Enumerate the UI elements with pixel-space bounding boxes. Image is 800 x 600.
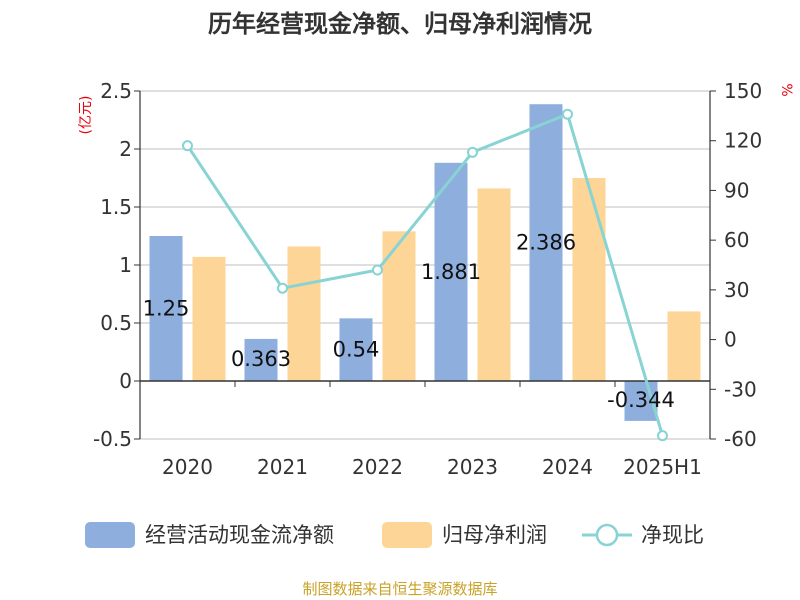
x-tick-label: 2025H1 bbox=[623, 455, 702, 479]
bar-net-profit bbox=[667, 311, 701, 381]
gridlines bbox=[134, 90, 716, 440]
bar-cash-flow bbox=[529, 104, 563, 381]
ratio-point bbox=[182, 140, 193, 152]
bars bbox=[149, 104, 701, 421]
bar-cash-flow bbox=[149, 236, 183, 381]
data-label-cash-flow: 2.386 bbox=[516, 231, 576, 255]
right-tick-label: 90 bbox=[724, 178, 749, 202]
bar-cash-flow bbox=[434, 162, 468, 381]
bar-net-profit bbox=[572, 178, 606, 381]
bar-net-profit bbox=[477, 188, 511, 381]
data-source-note: 制图数据来自恒生聚源数据库 bbox=[302, 580, 497, 598]
data-label-cash-flow: 1.25 bbox=[143, 297, 190, 321]
right-tick-label: 150 bbox=[724, 79, 762, 103]
x-tick-label: 2023 bbox=[447, 455, 498, 479]
left-tick-label: 2 bbox=[119, 137, 132, 161]
ratio-point bbox=[657, 430, 668, 442]
right-tick-label: 30 bbox=[724, 278, 749, 302]
legend-swatch-net-profit bbox=[382, 522, 432, 548]
ratio-line bbox=[186, 112, 664, 437]
x-tick-label: 2024 bbox=[542, 455, 593, 479]
ratio-point bbox=[467, 146, 478, 158]
bar-net-profit bbox=[192, 256, 226, 381]
right-tick-label: 0 bbox=[724, 328, 737, 352]
right-tick-label: 60 bbox=[724, 228, 749, 252]
data-label-cash-flow: 0.54 bbox=[333, 338, 380, 362]
legend-label-net-profit: 归母净利润 bbox=[442, 523, 547, 547]
legend-item-cash-flow[interactable]: 经营活动现金流净额 bbox=[85, 522, 334, 548]
data-label-cash-flow: 0.363 bbox=[231, 347, 291, 371]
right-axis-unit: % bbox=[778, 83, 794, 96]
data-label-cash-flow: 1.881 bbox=[421, 260, 481, 284]
x-tick-label: 2022 bbox=[352, 455, 403, 479]
bar-net-profit bbox=[287, 246, 321, 381]
right-tick-label: -60 bbox=[724, 427, 757, 451]
data-label-cash-flow: -0.344 bbox=[607, 388, 675, 412]
tick-labels: -0.5 0 0.5 1 1.5 2 2.5 -60 -30 0 30 60 90 120 150 2020 2… bbox=[93, 79, 762, 479]
bar-cash-flow bbox=[339, 318, 373, 381]
legend-item-net-profit[interactable]: 归母净利润 bbox=[382, 522, 547, 548]
chart-title: 历年经营现金净额、归母净利润情况 bbox=[208, 10, 592, 38]
legend-swatch-cash-flow bbox=[85, 522, 135, 548]
left-tick-label: 2.5 bbox=[100, 79, 132, 103]
legend-marker-ratio bbox=[595, 523, 619, 547]
ratio-point bbox=[277, 282, 288, 294]
data-labels: 1.25 0.363 0.54 1.881 2.386 -0.344 bbox=[143, 231, 675, 412]
axes bbox=[139, 91, 711, 439]
bar-net-profit bbox=[382, 231, 416, 381]
legend-label-cash-flow: 经营活动现金流净额 bbox=[145, 523, 334, 547]
x-tick-label: 2021 bbox=[257, 455, 308, 479]
legend: 经营活动现金流净额 归母净利润 净现比 bbox=[85, 522, 704, 548]
ratio-point bbox=[562, 108, 573, 120]
right-tick-label: 120 bbox=[724, 129, 762, 153]
left-tick-label: 0.5 bbox=[100, 311, 132, 335]
left-tick-label: 1.5 bbox=[100, 195, 132, 219]
ratio-point bbox=[372, 264, 383, 276]
right-tick-label: -30 bbox=[724, 377, 757, 401]
ratio-line-series bbox=[182, 108, 668, 442]
left-tick-label: 0 bbox=[119, 369, 132, 393]
left-tick-label: 1 bbox=[119, 253, 132, 277]
bar-cash-flow bbox=[244, 338, 278, 381]
legend-label-ratio: 净现比 bbox=[641, 523, 704, 547]
left-axis-unit: (亿元) bbox=[78, 96, 94, 135]
left-tick-label: -0.5 bbox=[93, 427, 132, 451]
legend-item-ratio[interactable]: 净现比 bbox=[582, 523, 704, 547]
x-tick-label: 2020 bbox=[162, 455, 213, 479]
